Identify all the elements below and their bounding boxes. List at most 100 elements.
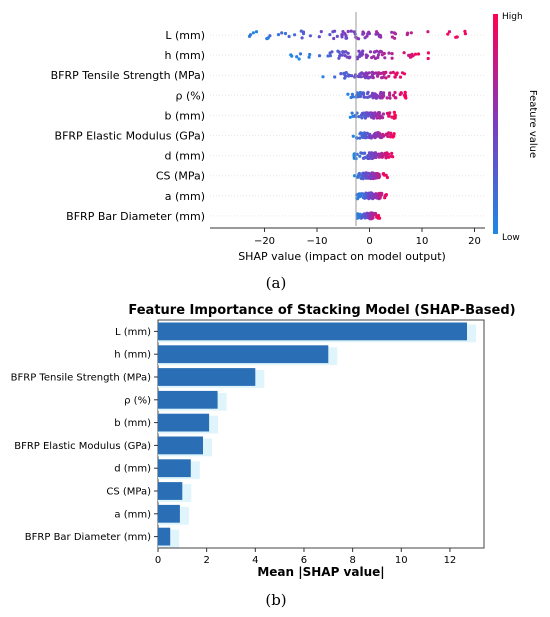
feature-importance-panel: Feature Importance of Stacking Model (SH… bbox=[11, 303, 516, 609]
shap-point bbox=[384, 156, 388, 160]
beeswarm-x-axis-label: SHAP value (impact on model output) bbox=[238, 250, 446, 263]
shap-point bbox=[350, 111, 354, 115]
shap-point bbox=[371, 212, 375, 216]
shap-point bbox=[359, 51, 363, 55]
shap-point bbox=[391, 93, 396, 97]
x-tick-label: 4 bbox=[252, 555, 258, 566]
bar-chart-title: Feature Importance of Stacking Model (SH… bbox=[128, 303, 515, 318]
shap-point bbox=[346, 29, 350, 34]
beeswarm-points bbox=[247, 29, 467, 221]
shap-point bbox=[371, 197, 375, 201]
category-label-a-mm: a (mm) bbox=[114, 509, 151, 520]
shap-point bbox=[359, 75, 363, 79]
shap-point bbox=[328, 54, 332, 58]
shap-point bbox=[308, 34, 312, 38]
shap-point bbox=[361, 213, 365, 217]
shap-point bbox=[375, 30, 379, 34]
shap-point bbox=[290, 54, 294, 58]
shap-point bbox=[337, 56, 341, 60]
shap-point bbox=[373, 174, 377, 178]
shap-point bbox=[403, 92, 407, 97]
shap-point bbox=[341, 30, 345, 34]
bar-cs-mpa bbox=[158, 482, 183, 500]
shap-point bbox=[416, 52, 421, 56]
shap-point bbox=[383, 56, 387, 60]
category-label-bfrp-tensile-strength-mpa: BFRP Tensile Strength (MPa) bbox=[11, 373, 151, 384]
shap-point bbox=[355, 212, 360, 216]
shap-point bbox=[321, 75, 325, 79]
shap-point bbox=[353, 156, 357, 160]
bar-series bbox=[158, 322, 467, 546]
shap-point bbox=[390, 52, 394, 56]
x-tick-label: 10 bbox=[395, 555, 408, 566]
bar-b-mm bbox=[158, 413, 210, 432]
shap-point bbox=[388, 91, 392, 95]
shap-point bbox=[370, 56, 374, 60]
x-tick-label: 2 bbox=[203, 555, 209, 566]
shap-point bbox=[387, 113, 391, 117]
shap-point bbox=[392, 115, 396, 119]
bar-h-mm bbox=[158, 345, 329, 364]
shap-point bbox=[363, 155, 368, 159]
shap-point bbox=[359, 192, 363, 196]
shap-point bbox=[352, 174, 357, 178]
shap-point bbox=[364, 195, 368, 199]
shap-point bbox=[381, 112, 385, 116]
shap-point bbox=[333, 29, 337, 33]
shap-point bbox=[426, 51, 430, 55]
shap-point bbox=[280, 31, 284, 35]
shap-point bbox=[333, 75, 337, 79]
bar-category-labels: L (mm) h (mm) BFRP Tensile Strength (MPa) ρ… bbox=[11, 327, 158, 543]
shap-point bbox=[365, 54, 369, 58]
x-tick-label: 12 bbox=[444, 555, 457, 566]
feature-label-h-mm: h (mm) bbox=[165, 49, 205, 62]
shap-point bbox=[383, 194, 387, 198]
shap-point bbox=[385, 96, 389, 100]
shap-point bbox=[393, 75, 397, 79]
feature-label-d-mm: d (mm) bbox=[165, 150, 206, 163]
shap-point bbox=[377, 175, 381, 179]
shap-point bbox=[376, 53, 380, 57]
shap-point bbox=[357, 115, 361, 119]
bar-x-axis-label: Mean |SHAP value| bbox=[257, 565, 384, 579]
feature-label-rho: ρ (%) bbox=[175, 89, 205, 102]
shap-point bbox=[336, 49, 340, 53]
shap-point bbox=[380, 53, 384, 57]
shap-point bbox=[367, 215, 371, 219]
shap-point bbox=[379, 135, 383, 140]
shap-point bbox=[371, 192, 375, 196]
x-tick-label: 6 bbox=[301, 555, 307, 566]
shap-point bbox=[409, 31, 413, 35]
shap-point bbox=[375, 49, 379, 53]
x-tick-label: 10 bbox=[416, 236, 429, 247]
category-label-cs-mpa: CS (MPa) bbox=[106, 487, 151, 498]
shap-point bbox=[346, 92, 350, 96]
shap-point bbox=[349, 95, 353, 100]
shap-point bbox=[367, 156, 371, 160]
shap-point bbox=[384, 173, 388, 177]
shap-point bbox=[287, 34, 291, 39]
shap-point bbox=[365, 95, 370, 99]
shap-point bbox=[454, 35, 458, 39]
shap-point bbox=[362, 173, 366, 177]
shap-point bbox=[361, 92, 365, 96]
shap-point bbox=[358, 154, 362, 158]
shap-point bbox=[377, 71, 381, 75]
shap-point bbox=[379, 193, 383, 197]
shap-point bbox=[308, 52, 312, 57]
x-tick-label: 20 bbox=[468, 236, 481, 247]
shap-point bbox=[377, 111, 382, 115]
feature-label-a-mm: a (mm) bbox=[165, 190, 205, 203]
shap-point bbox=[390, 56, 394, 60]
shap-point bbox=[349, 29, 353, 33]
shap-point bbox=[392, 134, 396, 138]
shap-summary-panel: L (mm) h (mm) BFRP Tensile Strength (MPa) ρ… bbox=[51, 12, 538, 292]
shap-point bbox=[384, 76, 388, 80]
shap-point bbox=[293, 33, 297, 37]
shap-point bbox=[357, 171, 361, 176]
shap-point bbox=[276, 33, 281, 37]
shap-point bbox=[298, 52, 303, 56]
shap-point bbox=[380, 76, 384, 80]
shap-point bbox=[350, 92, 354, 96]
